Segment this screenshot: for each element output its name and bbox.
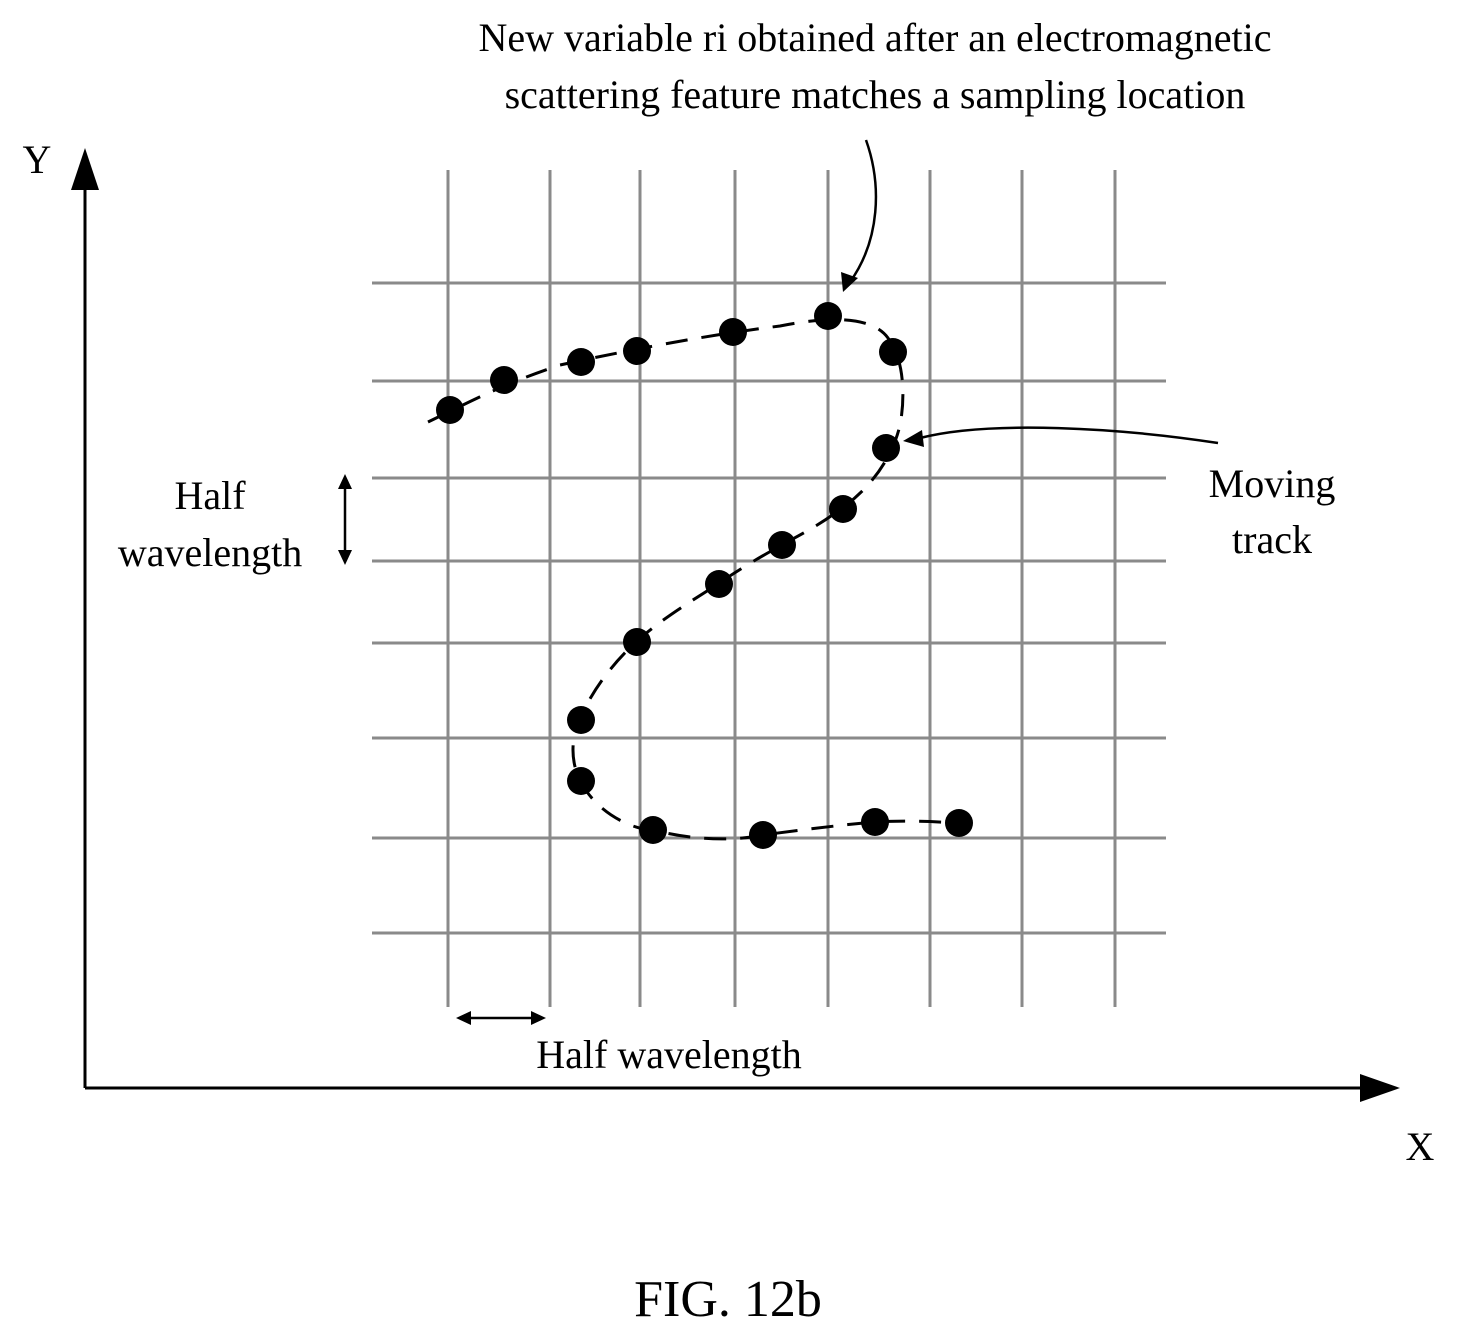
moving-track-label-line2: track	[1232, 517, 1312, 562]
sampling-point	[705, 570, 733, 598]
y-axis-label: Y	[23, 137, 52, 182]
moving-track-arrowhead	[903, 430, 924, 447]
annotation-top-arrowhead	[841, 272, 858, 292]
moving-track-leader	[919, 426, 1219, 445]
y-axis-arrowhead	[71, 148, 99, 190]
sampling-point	[861, 808, 889, 836]
figure-caption: FIG. 12b	[634, 1271, 822, 1328]
annotation-top-leader	[848, 139, 878, 283]
x-axis-label: X	[1406, 1124, 1435, 1169]
annotation-top-line1: New variable ri obtained after an electr…	[479, 15, 1272, 60]
sampling-point	[623, 337, 651, 365]
sampling-point	[490, 366, 518, 394]
sampling-point	[436, 396, 464, 424]
sampling-point	[829, 495, 857, 523]
sampling-point	[879, 338, 907, 366]
sampling-points	[436, 302, 973, 849]
half-wavelength-vertical-line2: wavelength	[118, 530, 302, 575]
annotation-top-line2: scattering feature matches a sampling lo…	[505, 72, 1246, 117]
sampling-point	[945, 809, 973, 837]
x-axis-arrowhead	[1360, 1074, 1400, 1102]
half-wavelength-horizontal-arrow	[456, 1011, 546, 1025]
axes: Y X	[23, 137, 1435, 1169]
sampling-point	[872, 434, 900, 462]
half-wavelength-vertical-line1: Half	[174, 473, 246, 518]
moving-track-path	[427, 318, 959, 841]
sampling-grid	[372, 170, 1166, 1007]
sampling-point	[768, 531, 796, 559]
moving-track-label-line1: Moving	[1209, 461, 1336, 506]
sampling-point	[814, 302, 842, 330]
sampling-point	[639, 816, 667, 844]
sampling-point	[567, 706, 595, 734]
sampling-point	[719, 318, 747, 346]
sampling-point	[567, 348, 595, 376]
half-wavelength-vertical-arrow	[338, 474, 352, 565]
half-wavelength-horizontal-label: Half wavelength	[536, 1032, 801, 1077]
sampling-point	[749, 821, 777, 849]
sampling-point	[567, 767, 595, 795]
sampling-point	[623, 628, 651, 656]
